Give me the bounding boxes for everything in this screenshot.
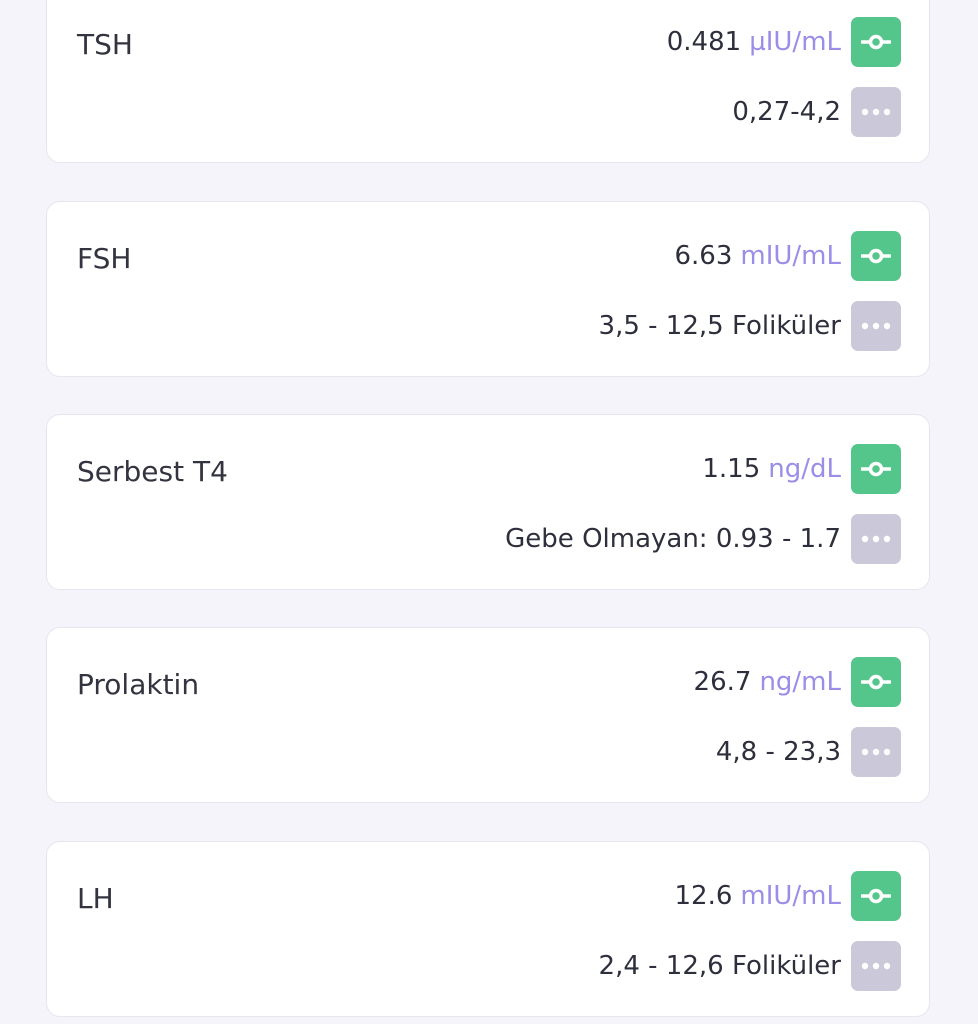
result-value-text: 0.481 µIU/mL <box>667 27 841 57</box>
test-name: Serbest T4 <box>77 455 228 488</box>
commit-circle-icon <box>861 674 891 690</box>
reference-row: 4,8 - 23,3 <box>716 727 901 777</box>
result-row: 0.481 µIU/mL <box>667 17 901 67</box>
reference-range: 3,5 - 12,5 Foliküler <box>598 311 841 341</box>
result-unit: ng/mL <box>759 667 841 697</box>
more-button[interactable] <box>851 514 901 564</box>
status-button[interactable] <box>851 871 901 921</box>
more-horizontal-icon <box>861 322 891 330</box>
test-name: LH <box>77 882 114 915</box>
result-value: 12.6 <box>674 881 733 911</box>
more-horizontal-icon <box>861 962 891 970</box>
more-button[interactable] <box>851 727 901 777</box>
more-button[interactable] <box>851 941 901 991</box>
commit-circle-icon <box>861 34 891 50</box>
result-value-text: 12.6 mIU/mL <box>675 881 842 911</box>
result-row: 6.63 mIU/mL <box>675 231 901 281</box>
result-value: 26.7 <box>693 667 752 697</box>
reference-row: 0,27-4,2 <box>732 87 901 137</box>
result-value-text: 6.63 mIU/mL <box>675 241 842 271</box>
reference-range: Gebe Olmayan: 0.93 - 1.7 <box>505 524 841 554</box>
test-result-card: LH 12.6 mIU/mL 2,4 - 12,6 Foliküler <box>46 841 930 1017</box>
result-unit: mIU/mL <box>740 881 841 911</box>
result-value: 0.481 <box>666 27 742 57</box>
reference-range: 2,4 - 12,6 Foliküler <box>598 951 841 981</box>
result-row: 1.15 ng/dL <box>702 444 901 494</box>
more-horizontal-icon <box>861 108 891 116</box>
commit-circle-icon <box>861 248 891 264</box>
more-horizontal-icon <box>861 535 891 543</box>
test-name: FSH <box>77 242 132 275</box>
status-button[interactable] <box>851 231 901 281</box>
status-button[interactable] <box>851 444 901 494</box>
reference-range: 0,27-4,2 <box>732 97 841 127</box>
reference-row: Gebe Olmayan: 0.93 - 1.7 <box>505 514 901 564</box>
more-button[interactable] <box>851 87 901 137</box>
test-result-card: TSH 0.481 µIU/mL 0,27-4,2 <box>46 0 930 163</box>
result-unit: mIU/mL <box>740 241 841 271</box>
status-button[interactable] <box>851 657 901 707</box>
result-value-text: 1.15 ng/dL <box>702 454 841 484</box>
more-horizontal-icon <box>861 748 891 756</box>
result-value-text: 26.7 ng/mL <box>694 667 841 697</box>
test-result-card: FSH 6.63 mIU/mL 3,5 - 12,5 Foliküler <box>46 201 930 377</box>
more-button[interactable] <box>851 301 901 351</box>
commit-circle-icon <box>861 461 891 477</box>
reference-row: 2,4 - 12,6 Foliküler <box>599 941 901 991</box>
reference-range: 4,8 - 23,3 <box>715 737 841 767</box>
test-result-card: Serbest T4 1.15 ng/dL Gebe Olmayan: 0.93 … <box>46 414 930 590</box>
result-unit: ng/dL <box>768 454 841 484</box>
test-name: TSH <box>77 28 133 61</box>
result-value: 6.63 <box>674 241 733 271</box>
result-value: 1.15 <box>702 454 761 484</box>
status-button[interactable] <box>851 17 901 67</box>
commit-circle-icon <box>861 888 891 904</box>
test-result-card: Prolaktin 26.7 ng/mL 4,8 - 23,3 <box>46 627 930 803</box>
reference-row: 3,5 - 12,5 Foliküler <box>599 301 901 351</box>
result-row: 12.6 mIU/mL <box>675 871 901 921</box>
result-unit: µIU/mL <box>749 27 841 57</box>
test-name: Prolaktin <box>77 668 200 701</box>
result-row: 26.7 ng/mL <box>694 657 901 707</box>
